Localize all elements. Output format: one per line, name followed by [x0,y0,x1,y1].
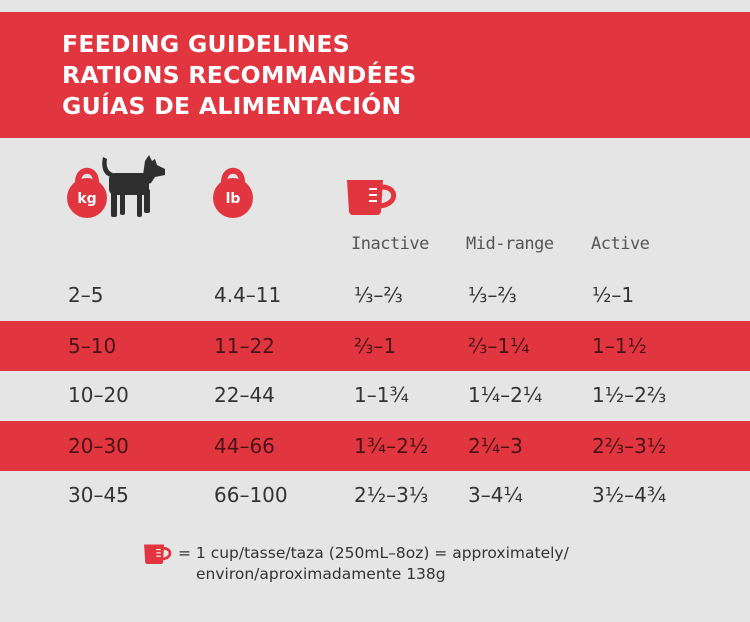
kettlebell-icon: kg [63,162,111,218]
weight-lb-cell: 22–44 [214,383,275,407]
inactive-cell: ⅔–1 [354,334,397,358]
measuring-cup-icon [345,178,399,220]
weight-lb-cell: 4.4–11 [214,283,282,307]
table-row: 5–10 11–22 ⅔–1 ⅔–1¼ 1–1½ [0,321,750,371]
active-cell: ½–1 [592,283,635,307]
weight-kg-cell: 5–10 [68,334,117,358]
midrange-cell: ⅔–1¼ [468,334,530,358]
title-french: RATIONS RECOMMANDÉES [62,61,417,89]
table-row: 2–5 4.4–11 ⅓–⅔ ⅓–⅔ ½–1 [0,270,750,320]
column-header-inactive: Inactive [351,234,429,254]
active-cell: 1–1½ [592,334,647,358]
midrange-cell: 2¼–3 [468,434,523,458]
active-cell: 2⅔–3½ [592,434,667,458]
weight-kg-cell: 20–30 [68,434,129,458]
midrange-cell: 1¼–2¼ [468,383,543,407]
lb-label: lb [225,191,241,207]
weight-lb-cell: 11–22 [214,334,275,358]
footer-note-line1: = 1 cup/tasse/taza (250mL–8oz) = approxi… [178,544,569,562]
title-spanish: GUÍAS DE ALIMENTACIÓN [62,92,402,120]
kettlebell-icon: lb [209,162,257,218]
footer-note-line2: environ/aproximadamente 138g [196,565,446,583]
kg-label: kg [77,191,97,207]
column-header-midrange: Mid-range [466,234,554,254]
midrange-cell: ⅓–⅔ [468,283,517,307]
weight-lb-cell: 66–100 [214,483,288,507]
active-cell: 1½–2⅔ [592,383,667,407]
inactive-cell: 2½–3⅓ [354,483,429,507]
measuring-cup-icon [143,543,173,569]
midrange-cell: 3–4¼ [468,483,523,507]
inactive-cell: 1–1¾ [354,383,409,407]
weight-kg-cell: 10–20 [68,383,129,407]
table-row: 20–30 44–66 1¾–2½ 2¼–3 2⅔–3½ [0,421,750,471]
inactive-cell: 1¾–2½ [354,434,429,458]
dog-icon [99,153,169,223]
weight-kg-cell: 2–5 [68,283,104,307]
table-row: 30–45 66–100 2½–3⅓ 3–4¼ 3½–4¾ [0,470,750,520]
table-row: 10–20 22–44 1–1¾ 1¼–2¼ 1½–2⅔ [0,370,750,420]
inactive-cell: ⅓–⅔ [354,283,403,307]
weight-lb-cell: 44–66 [214,434,275,458]
weight-kg-cell: 30–45 [68,483,129,507]
column-header-active: Active [591,234,650,254]
header-banner: FEEDING GUIDELINES RATIONS RECOMMANDÉES … [0,12,750,138]
title-english: FEEDING GUIDELINES [62,30,350,58]
active-cell: 3½–4¾ [592,483,667,507]
